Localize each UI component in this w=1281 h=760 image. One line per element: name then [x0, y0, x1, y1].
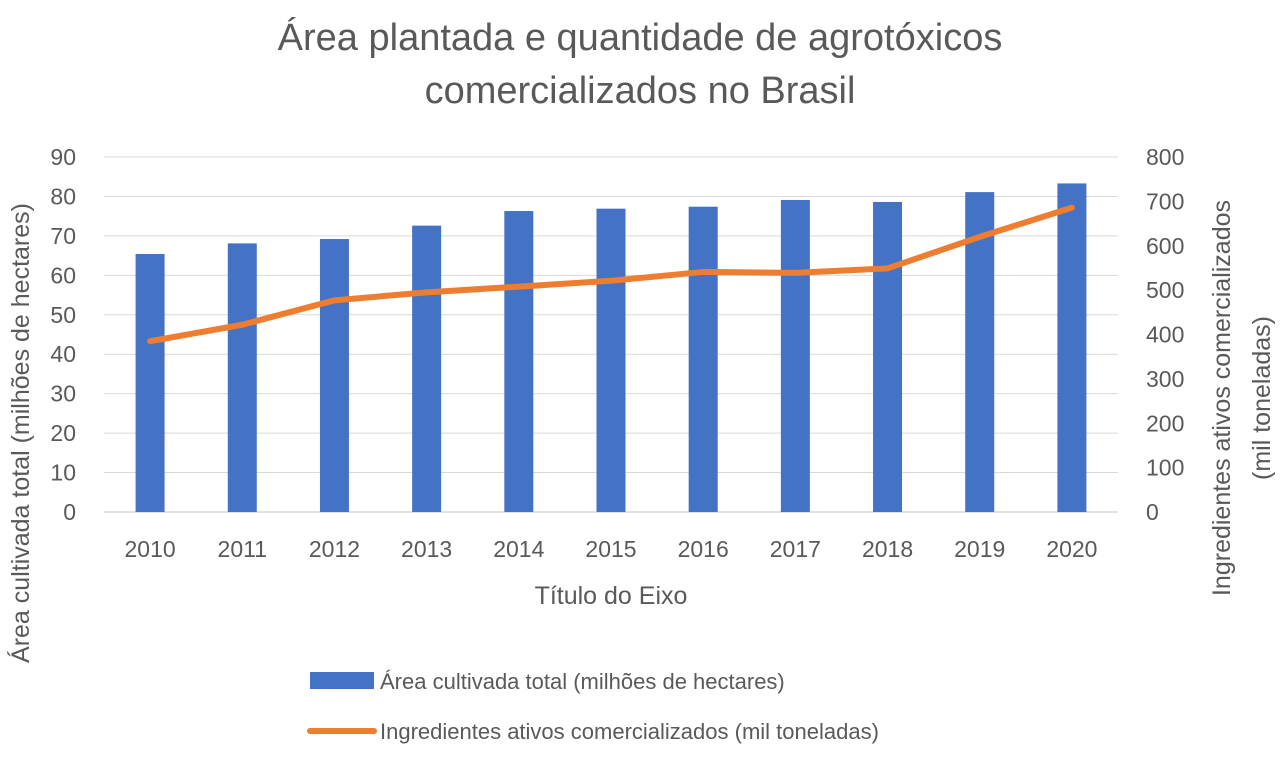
left-axis-tick-label: 10 — [50, 460, 76, 486]
x-axis-tick-label: 2020 — [1046, 536, 1097, 562]
bar — [780, 199, 810, 512]
legend: Área cultivada total (milhões de hectare… — [307, 669, 879, 744]
x-axis-tick-label: 2013 — [401, 536, 452, 562]
x-axis-tick-label: 2016 — [678, 536, 729, 562]
right-axis-tick-label: 200 — [1146, 410, 1184, 436]
bar — [412, 225, 442, 512]
left-axis-tick-label: 60 — [50, 262, 76, 288]
left-axis-tick-label: 80 — [50, 183, 76, 209]
right-axis-tick-label: 400 — [1146, 322, 1184, 348]
x-axis-tick-label: 2012 — [309, 536, 360, 562]
chart-title-line-1: Área plantada e quantidade de agrotóxico… — [278, 16, 1003, 59]
right-axis-title-line-2: (mil toneladas) — [1248, 316, 1276, 480]
series-line — [147, 204, 1075, 345]
x-axis-title: Título do Eixo — [535, 582, 688, 610]
x-axis-tick-label: 2014 — [493, 536, 544, 562]
bar — [1057, 183, 1087, 512]
bar — [227, 243, 257, 512]
legend-label-bars: Área cultivada total (milhões de hectare… — [380, 669, 785, 694]
bar — [319, 239, 349, 513]
right-axis-tick-label: 0 — [1146, 499, 1159, 525]
left-axis-tick-label: 50 — [50, 302, 76, 328]
bar — [504, 211, 534, 513]
bar — [596, 208, 626, 512]
left-axis-tick-label: 20 — [50, 420, 76, 446]
x-axis-tick-label: 2018 — [862, 536, 913, 562]
right-axis-title-line-1: Ingredientes ativos comercializados — [1208, 200, 1236, 596]
x-axis-tick-label: 2017 — [770, 536, 821, 562]
right-axis-tick-label: 700 — [1146, 188, 1184, 214]
right-axis-ticks: 0 100 200 300 400 500 600 700 800 — [1146, 144, 1184, 525]
right-axis-tick-label: 300 — [1146, 366, 1184, 392]
chart-title-line-2: comercializados no Brasil — [425, 70, 856, 112]
legend-swatch-bars — [310, 672, 374, 689]
left-axis-tick-label: 40 — [50, 341, 76, 367]
bar — [135, 254, 165, 513]
x-axis-tick-label: 2011 — [218, 536, 267, 562]
right-axis-tick-label: 600 — [1146, 233, 1184, 259]
right-axis-tick-label: 500 — [1146, 277, 1184, 303]
right-axis-tick-label: 800 — [1146, 144, 1184, 170]
left-axis-ticks: 0 10 20 30 40 50 60 70 80 90 — [50, 144, 76, 525]
left-axis-tick-label: 30 — [50, 381, 76, 407]
x-axis-tick-label: 2010 — [125, 536, 176, 562]
left-axis-tick-label: 90 — [50, 144, 76, 170]
x-axis-tick-label: 2015 — [585, 536, 636, 562]
bar-series — [135, 183, 1087, 513]
left-axis-tick-label: 70 — [50, 223, 76, 249]
bar — [873, 201, 903, 512]
x-axis-tick-label: 2019 — [954, 536, 1005, 562]
x-axis-ticks: 2010 2011 2012 2013 2014 2015 2016 2017 2018 2019… — [125, 536, 1098, 562]
legend-label-line: Ingredientes ativos comercializados (mil… — [380, 719, 879, 744]
bar — [965, 192, 995, 512]
left-axis-tick-label: 0 — [63, 499, 76, 525]
line-series — [147, 204, 1075, 345]
right-axis-tick-label: 100 — [1146, 455, 1184, 481]
left-axis-title: Área cultivada total (milhões de hectare… — [6, 203, 35, 663]
bar — [688, 206, 718, 512]
